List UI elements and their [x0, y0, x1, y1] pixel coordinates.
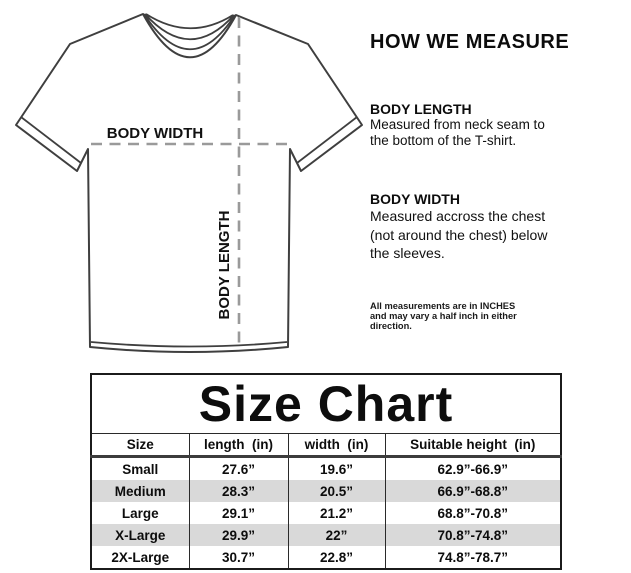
width-cell: 22.8” — [287, 546, 385, 569]
height-cell: 74.8”-78.7” — [384, 546, 562, 569]
width-cell: 21.2” — [287, 502, 385, 524]
description-line: the bottom of the T-shirt. — [370, 132, 517, 148]
left-cuff-seam — [20, 116, 82, 164]
height-cell: 66.9”-68.8” — [384, 480, 562, 502]
body-length-heading: BODY LENGTH — [370, 101, 472, 117]
length-cell: 27.6” — [188, 456, 288, 480]
width-cell: 22” — [287, 524, 385, 546]
body-width-section: BODY WIDTH Measured accross the chest (n… — [370, 191, 618, 263]
table-row-medium: Medium 28.3” 20.5” 66.9”-68.8” — [91, 480, 562, 502]
size-cell: Small — [122, 461, 159, 477]
size-cell: 2X-Large — [111, 549, 170, 565]
size-chart-header-row: Size length (in) width (in) Suitable hei… — [91, 433, 562, 458]
length-cell: 29.9” — [188, 524, 288, 546]
table-row-2x-large: 2X-Large 30.7” 22.8” 74.8”-78.7” — [91, 546, 562, 569]
disclaimer-line: and may vary a half inch in either — [370, 310, 517, 321]
size-cell: Medium — [114, 483, 166, 499]
right-cuff-seam — [296, 116, 358, 164]
height-cell: 68.8”-70.8” — [384, 502, 562, 524]
col-header-size: Size — [91, 433, 189, 458]
size-chart-title-row: Size Chart — [91, 374, 562, 434]
description-line: Measured from neck seam to — [370, 117, 545, 132]
size-cell: Large — [121, 505, 159, 521]
measure-guide: HOW WE MEASURE BODY LENGTH Measured from… — [370, 30, 618, 332]
body-length-description: Measured from neck seam to the bottom of… — [370, 117, 618, 148]
measurement-disclaimer: All measurements are in INCHES and may v… — [370, 301, 618, 332]
height-cell: 62.9”-66.9” — [384, 456, 562, 480]
length-cell: 29.1” — [188, 502, 288, 524]
body-length-diagram-label: BODY LENGTH — [216, 211, 233, 320]
table-row-large: Large 29.1” 21.2” 68.8”-70.8” — [91, 502, 562, 524]
size-cell: X-Large — [115, 527, 166, 543]
width-cell: 20.5” — [287, 480, 385, 502]
disclaimer-line: direction. — [370, 321, 412, 332]
body-length-section: BODY LENGTH Measured from neck seam to t… — [370, 101, 618, 148]
collar-arcs — [143, 13, 236, 51]
description-line: Measured accross the chest — [370, 208, 546, 224]
body-width-diagram-label: BODY WIDTH — [107, 125, 203, 142]
col-header-width: width (in) — [287, 433, 385, 458]
size-chart-table: Size Chart Size length (in) width (in) S… — [90, 373, 563, 570]
col-header-length: length (in) — [188, 433, 288, 458]
table-row-x-large: X-Large 29.9” 22” 70.8”-74.8” — [91, 524, 562, 546]
length-cell: 30.7” — [188, 546, 288, 569]
guide-title: HOW WE MEASURE — [370, 31, 570, 53]
tshirt-measurement-diagram: BODY WIDTH BODY LENGTH — [15, 13, 363, 353]
tshirt-outline-shape — [15, 13, 363, 353]
size-chart-title: Size Chart — [91, 374, 562, 434]
height-cell: 70.8”-74.8” — [384, 524, 562, 546]
width-cell: 19.6” — [287, 456, 385, 480]
length-cell: 28.3” — [188, 480, 288, 502]
col-header-suitable-height: Suitable height (in) — [384, 433, 562, 458]
body-width-description: Measured accross the chest (not around t… — [370, 207, 618, 263]
body-width-heading: BODY WIDTH — [370, 191, 460, 207]
disclaimer-line: All measurements are in INCHES — [370, 300, 516, 311]
description-line: the sleeves. — [370, 245, 445, 261]
description-line: (not around the chest) below — [370, 226, 548, 243]
hem-seam — [90, 341, 288, 348]
table-row-small: Small 27.6” 19.6” 62.9”-66.9” — [91, 456, 562, 480]
